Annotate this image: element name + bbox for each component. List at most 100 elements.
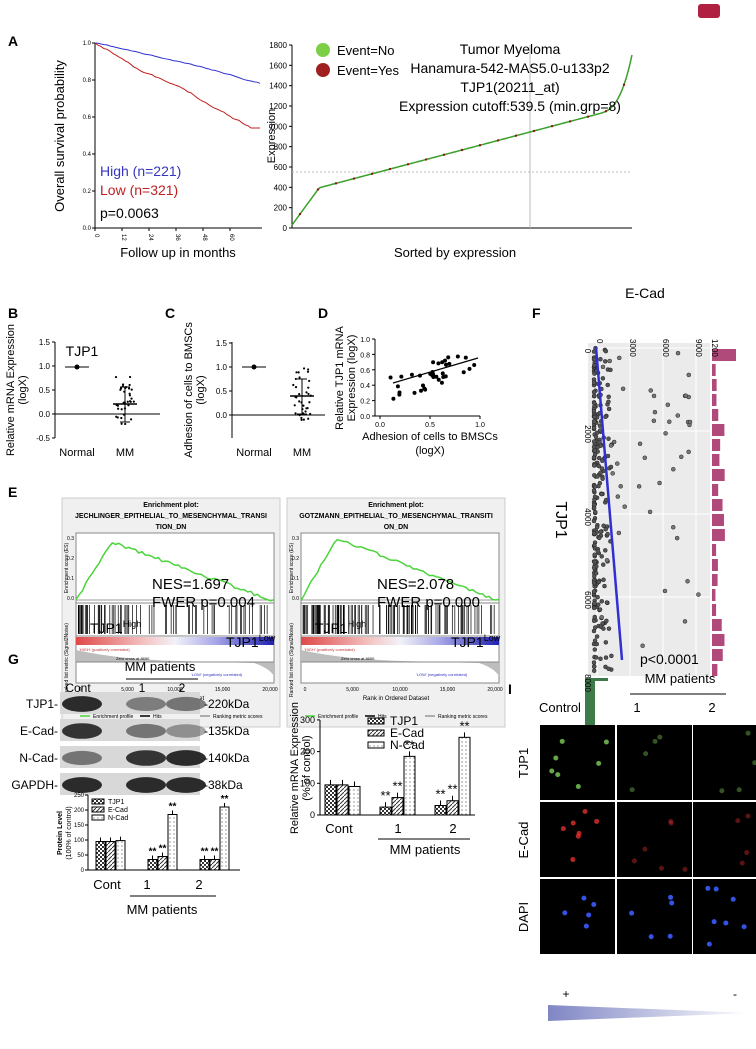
data-point — [682, 619, 688, 624]
event-point — [352, 177, 356, 180]
data-point — [617, 355, 622, 361]
data-point — [679, 454, 684, 460]
y-tick-label: 0.2 — [83, 189, 92, 195]
data-point — [294, 377, 297, 381]
statistic: NES=2.078 — [377, 576, 454, 593]
axis-title: Enrichment score (ES) — [64, 543, 70, 594]
axis-title: Follow up in months — [120, 245, 236, 260]
micrograph — [617, 802, 692, 877]
x-tick-label: 20,000 — [487, 687, 503, 693]
y-tick-label: 0.2 — [292, 556, 299, 562]
y-tick-label: 200 — [300, 747, 315, 757]
data-point — [606, 394, 611, 400]
cell — [570, 820, 576, 826]
significance: ** — [169, 802, 177, 813]
cell — [594, 818, 600, 824]
column-label: 1 — [633, 700, 640, 715]
data-point — [685, 579, 690, 584]
data-point — [591, 357, 597, 362]
event-point — [532, 129, 536, 133]
cell — [560, 826, 566, 832]
cell — [719, 788, 725, 794]
data-point — [620, 386, 626, 392]
bar — [209, 859, 220, 871]
blot-band — [62, 723, 102, 739]
data-point — [596, 579, 601, 585]
data-point — [651, 418, 657, 424]
panel-title: TJP1 — [66, 343, 99, 359]
legend-item: TJP1 — [108, 799, 124, 806]
data-point — [305, 407, 308, 410]
legend-item: Hits — [153, 714, 162, 720]
data-point — [636, 484, 642, 489]
x-tick-label: 0.5 — [425, 422, 435, 429]
bar — [324, 784, 337, 816]
event-point — [496, 139, 500, 142]
data-point — [591, 605, 597, 611]
y-tick-label: 50 — [77, 853, 84, 859]
blot-band — [166, 777, 206, 793]
data-point — [618, 484, 623, 489]
bar — [446, 800, 459, 816]
row-label: E-Cad — [516, 822, 531, 859]
bar — [458, 736, 471, 816]
plot-title: GOTZMANN_EPITHELIAL_TO_MESENCHYMAL_TRANS… — [299, 513, 493, 520]
x-tick-label: 1200 — [710, 339, 719, 357]
y-tick-label: 2000 — [583, 425, 592, 443]
x-tick-label: Normal — [59, 447, 94, 459]
data-point — [302, 418, 305, 421]
data-point — [591, 618, 597, 624]
data-point — [307, 386, 310, 389]
data-point — [604, 558, 610, 563]
data-point — [467, 366, 472, 371]
data-point — [593, 509, 598, 515]
data-point — [421, 383, 426, 388]
annotation: Expression cutoff:539.5 (min.grp=8) — [399, 98, 621, 114]
data-point — [298, 414, 301, 417]
y-tick-label: 0.0 — [83, 226, 92, 232]
superscript: Low — [484, 633, 501, 643]
data-point — [391, 396, 396, 401]
panel-label: F — [532, 305, 541, 321]
data-point — [132, 400, 135, 403]
data-point — [309, 412, 312, 416]
data-point — [128, 392, 131, 395]
x-tick-label: 10,000 — [392, 687, 408, 693]
y-tick-label: 0 — [283, 224, 288, 233]
data-point — [593, 434, 599, 440]
axis-title: Relative mRNA Expression — [289, 702, 301, 834]
data-point — [129, 418, 133, 421]
bar — [105, 841, 116, 871]
data-point — [596, 602, 601, 607]
gene: TJP1 — [315, 620, 348, 636]
data-point — [430, 373, 435, 378]
data-point — [593, 570, 599, 576]
y-tick-label: 0.0 — [39, 410, 51, 419]
cell — [744, 850, 750, 856]
legend-item: TJP1 — [390, 714, 418, 728]
x-tick-label: 15,000 — [215, 687, 231, 693]
rank-gradient — [301, 637, 499, 645]
data-point — [674, 535, 680, 541]
y-tick-label: 0.1 — [67, 576, 74, 582]
data-point — [603, 526, 608, 532]
regression-line — [392, 357, 479, 384]
axis-title: Adhesion of cells to BMSCs — [362, 431, 498, 443]
row-label: TJP1 — [516, 748, 531, 778]
legend-swatch — [91, 814, 105, 821]
cell — [581, 895, 587, 901]
cell — [706, 941, 712, 947]
cell — [669, 900, 675, 906]
data-point — [651, 393, 657, 399]
data-point — [600, 458, 605, 464]
histogram-bar — [712, 664, 718, 676]
axis-title: Expression (logX) — [346, 335, 358, 422]
annotation: Zero cross at 8650 — [116, 656, 150, 661]
data-point — [663, 431, 668, 436]
event-point — [442, 153, 446, 156]
legend-marker — [316, 63, 330, 77]
y-tick-label: 800 — [274, 143, 288, 152]
event-point — [406, 163, 410, 166]
